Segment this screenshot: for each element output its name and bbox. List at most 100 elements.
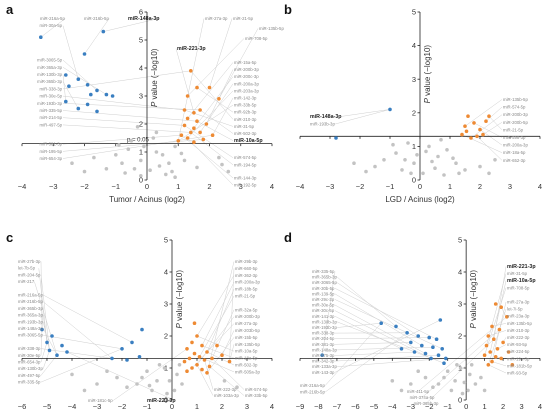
label-leader-line xyxy=(491,361,507,367)
gene-label: miR-200b-3p xyxy=(234,67,259,72)
y-tick-label: 2 xyxy=(458,332,462,341)
point-not-significant xyxy=(220,162,224,167)
y-tick-label: 4 xyxy=(458,268,462,277)
point-downregulated xyxy=(416,334,421,338)
y-tick-label: 0 xyxy=(164,396,168,405)
x-tick-label: 1 xyxy=(195,402,199,411)
point-not-significant xyxy=(182,158,187,163)
point-upregulated xyxy=(197,355,202,359)
point-upregulated xyxy=(192,140,196,144)
point-not-significant xyxy=(394,151,398,155)
point-upregulated xyxy=(192,351,197,356)
gene-label: miR-103a-3p xyxy=(214,393,239,398)
point-downregulated xyxy=(101,29,106,34)
point-downregulated xyxy=(130,340,134,345)
gene-label: miR-193b-3p xyxy=(310,122,335,127)
gene-label: miR-654-3p xyxy=(40,156,63,161)
point-upregulated xyxy=(463,124,467,128)
point-upregulated xyxy=(472,121,476,125)
point-not-significant xyxy=(409,382,413,386)
y-tick-label: 2 xyxy=(139,120,143,129)
point-not-significant xyxy=(82,388,87,393)
y-axis-title: P value (−log10) xyxy=(423,45,432,104)
gene-label: miR-93-5p xyxy=(507,371,528,376)
gene-label: miR-374a-5p xyxy=(410,395,435,400)
y-axis-title-italic: P xyxy=(150,101,159,107)
panel-d: d−9−8−7−6−5−4−3−2−101234012345INV / Acin… xyxy=(284,230,542,411)
label-leader-line xyxy=(461,134,503,153)
gene-label: miR-221-3p xyxy=(147,398,176,404)
label-leader-line xyxy=(62,95,185,111)
label-leader-line xyxy=(488,364,507,374)
point-downregulated xyxy=(120,347,124,351)
label-leader-line xyxy=(473,122,503,138)
point-downregulated xyxy=(110,94,115,98)
gene-label: miR-216a-5p xyxy=(18,293,43,298)
label-leader-line xyxy=(196,87,234,113)
x-tick-label: −3 xyxy=(93,402,102,411)
point-upregulated xyxy=(497,327,502,332)
gene-label: miR-15b-5p xyxy=(235,335,258,340)
gene-label: miR-338-3p xyxy=(40,86,63,91)
gene-label: miR-27a-3p xyxy=(205,16,228,21)
point-upregulated xyxy=(207,364,212,369)
x-tick-label: −2 xyxy=(425,402,434,411)
gene-label: miR-497-5p xyxy=(40,122,63,127)
point-not-significant xyxy=(421,171,425,176)
gene-label: miR-18a-5p xyxy=(235,356,258,361)
point-downregulated xyxy=(431,345,435,350)
gene-label: miR-93-5p xyxy=(507,342,528,347)
label-leader-line xyxy=(476,136,503,161)
gene-label: miR-29c-3p xyxy=(312,297,335,302)
label-leader-line xyxy=(334,304,426,354)
x-tick-label: −6 xyxy=(351,402,360,411)
label-leader-line xyxy=(425,339,494,404)
point-not-significant xyxy=(424,149,428,154)
point-downregulated xyxy=(85,102,90,107)
point-not-significant xyxy=(150,388,154,393)
panel-letter: a xyxy=(6,2,14,17)
label-leader-line xyxy=(38,268,48,343)
point-downregulated xyxy=(82,52,87,56)
label-leader-line xyxy=(196,120,234,141)
label-leader-line xyxy=(486,273,507,346)
point-downregulated xyxy=(399,347,404,351)
point-not-significant xyxy=(92,155,96,160)
label-leader-line xyxy=(201,282,235,346)
gene-label: miR-3065-5p xyxy=(18,333,43,338)
point-downregulated xyxy=(423,351,428,356)
gene-label: miR-10a-5p xyxy=(235,349,258,354)
gene-label: miR-18a-5p xyxy=(503,150,526,155)
point-not-significant xyxy=(462,380,467,385)
y-tick-label: 4 xyxy=(139,64,143,73)
point-upregulated xyxy=(195,119,199,123)
label-leader-line xyxy=(337,322,382,328)
gene-label: miR-142-3p xyxy=(234,96,257,101)
x-tick-label: 3 xyxy=(508,182,512,191)
point-downregulated xyxy=(427,335,432,340)
gene-label: miR-33b-5p xyxy=(245,393,268,398)
label-leader-line xyxy=(479,129,503,146)
gene-label: miR-222-3p xyxy=(214,387,237,392)
gene-label: miR-365b-3p xyxy=(414,401,439,406)
gene-label: miR-210-3p xyxy=(234,117,257,122)
point-not-significant xyxy=(172,388,177,393)
point-not-significant xyxy=(409,171,413,176)
y-tick-label: 0 xyxy=(139,176,143,185)
gene-label: miR-365a-3p xyxy=(18,313,43,318)
label-leader-line xyxy=(40,329,43,356)
label-leader-line xyxy=(62,67,107,95)
label-leader-line xyxy=(193,76,234,129)
point-upregulated xyxy=(493,355,498,359)
point-not-significant xyxy=(120,161,124,165)
label-leader-line xyxy=(196,316,235,365)
gene-label: miR-375-3p xyxy=(312,353,335,358)
point-not-significant xyxy=(482,388,487,393)
y-tick-label: 0 xyxy=(458,396,462,405)
label-leader-line xyxy=(334,337,430,339)
x-tick-label: 0 xyxy=(464,402,468,411)
point-not-significant xyxy=(70,372,74,377)
gene-label: miR-214-5p xyxy=(40,115,63,120)
label-leader-line xyxy=(334,316,402,350)
point-upregulated xyxy=(478,127,482,132)
